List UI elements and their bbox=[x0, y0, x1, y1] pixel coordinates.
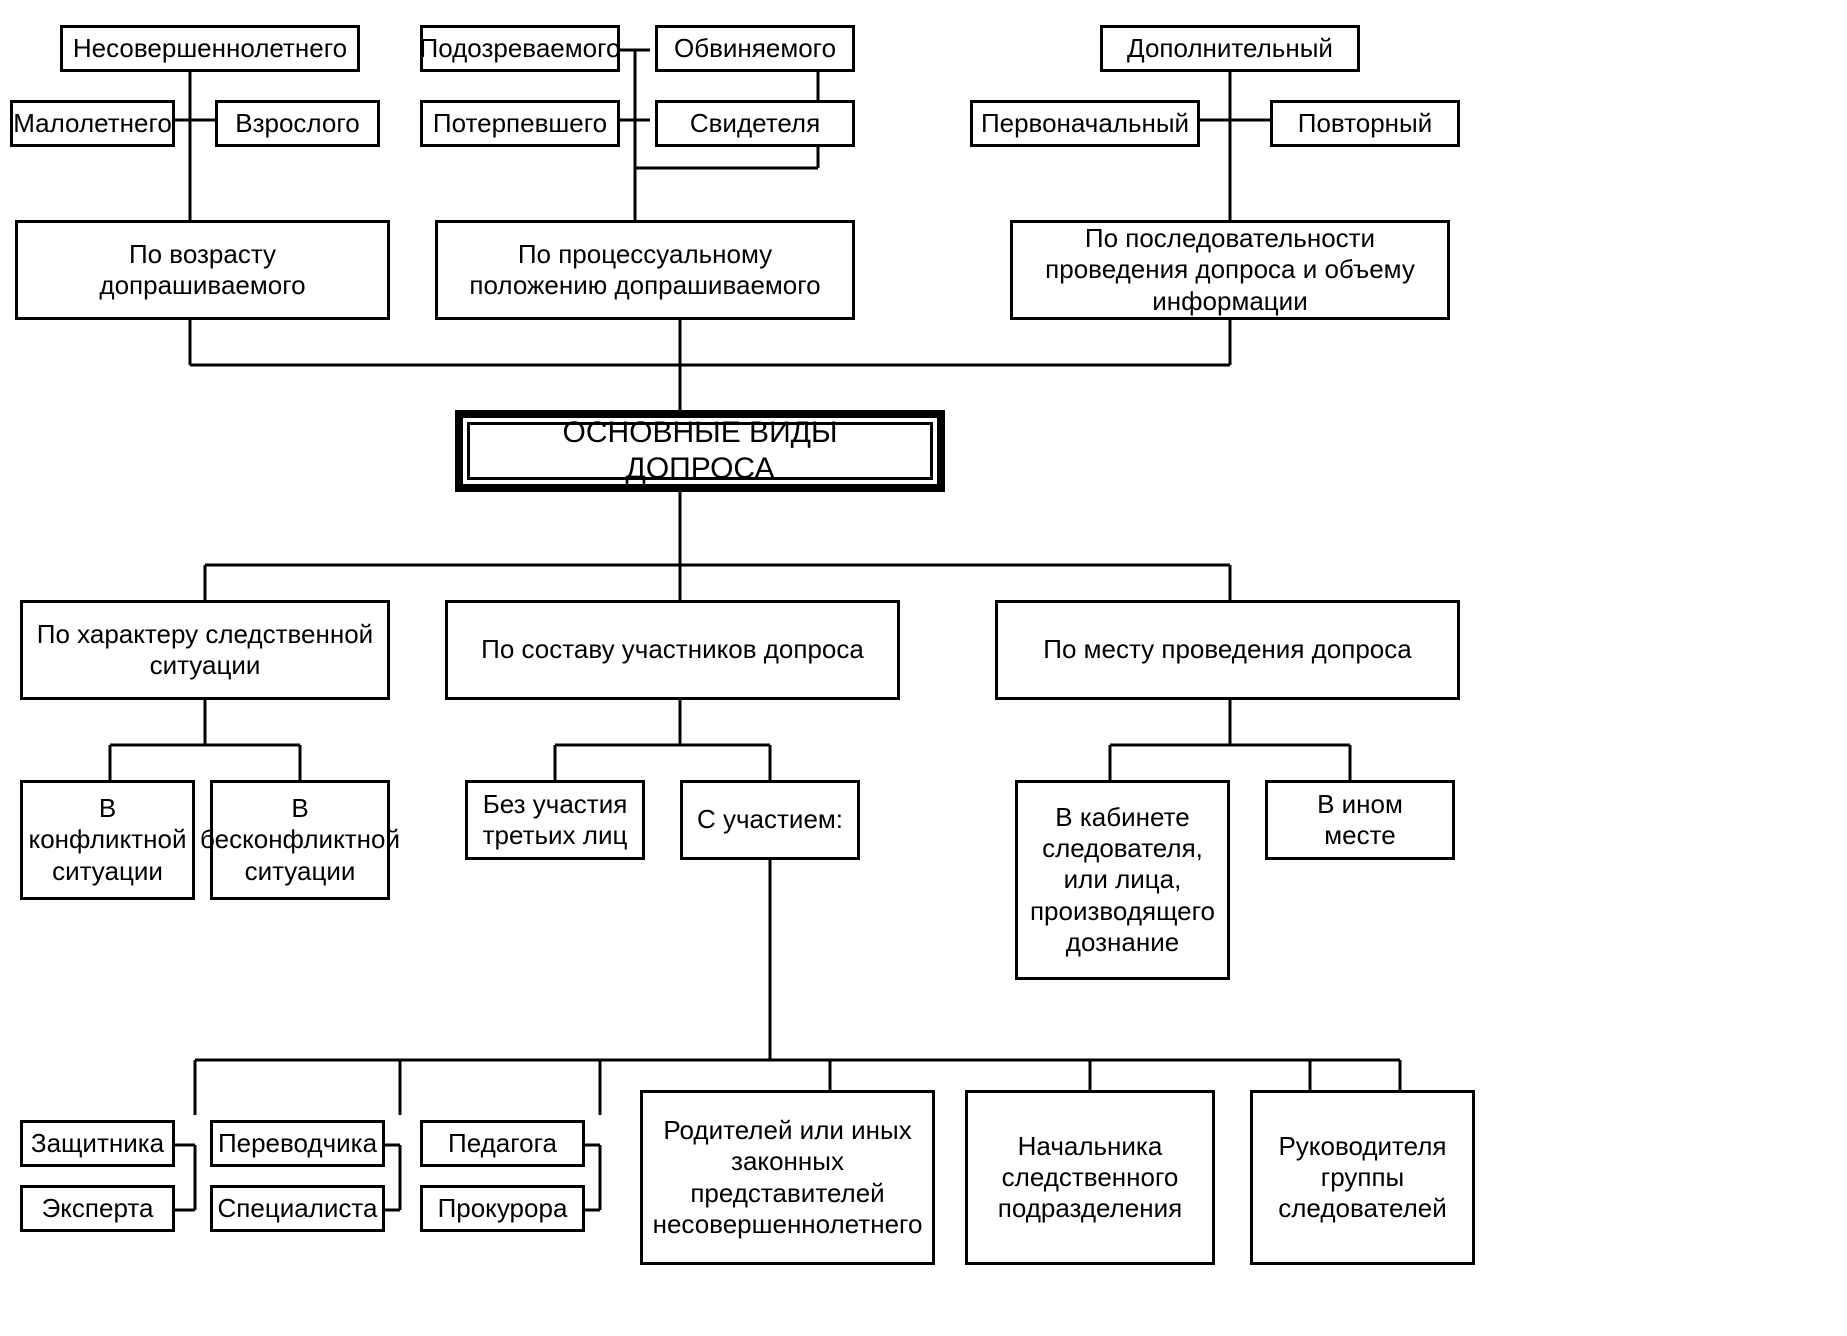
node-conflict: В конфликтной ситуации bbox=[20, 780, 195, 900]
node-initial: Первоначальный bbox=[970, 100, 1200, 147]
label: Первоначальный bbox=[981, 108, 1189, 139]
label: Подозреваемого bbox=[420, 33, 621, 64]
node-additional: Дополнительный bbox=[1100, 25, 1360, 72]
node-leader: Руководителя группы следователей bbox=[1250, 1090, 1475, 1265]
label: Свидетеля bbox=[690, 108, 820, 139]
label: В конфликтной ситуации bbox=[29, 793, 187, 887]
node-by-participants: По составу участников допроса bbox=[445, 600, 900, 700]
node-by-sequence: По последовательности проведения допроса… bbox=[1010, 220, 1450, 320]
label: Обвиняемого bbox=[674, 33, 836, 64]
node-adult: Взрослого bbox=[215, 100, 380, 147]
label: Руководителя группы следователей bbox=[1263, 1131, 1462, 1225]
label: Несовершеннолетнего bbox=[73, 33, 347, 64]
node-translator: Переводчика bbox=[210, 1120, 385, 1167]
label: Педагога bbox=[448, 1128, 557, 1159]
node-no-conflict: В бесконфликтной ситуации bbox=[210, 780, 390, 900]
diagram-canvas: Несовершеннолетнего Малолетнего Взрослог… bbox=[0, 0, 1847, 1336]
node-suspect: Подозреваемого bbox=[420, 25, 620, 72]
label: Прокурора bbox=[438, 1193, 568, 1224]
node-expert: Эксперта bbox=[20, 1185, 175, 1232]
node-other-place: В ином месте bbox=[1265, 780, 1455, 860]
label: По характеру следственной ситуации bbox=[33, 619, 377, 681]
label: Малолетнего bbox=[13, 108, 172, 139]
label: По возрасту допрашиваемого bbox=[28, 239, 377, 301]
node-victim: Потерпевшего bbox=[420, 100, 620, 147]
node-witness: Свидетеля bbox=[655, 100, 855, 147]
node-teacher: Педагога bbox=[420, 1120, 585, 1167]
label: По составу участников допроса bbox=[481, 634, 864, 665]
label: По процессуальному положению допрашиваем… bbox=[448, 239, 842, 301]
label: Родителей или иных законных представител… bbox=[653, 1115, 923, 1240]
node-repeated: Повторный bbox=[1270, 100, 1460, 147]
label: Начальника следственного подразделения bbox=[978, 1131, 1202, 1225]
node-office: В кабинете следователя, или лица, произв… bbox=[1015, 780, 1230, 980]
node-minor: Несовершеннолетнего bbox=[60, 25, 360, 72]
label: Взрослого bbox=[235, 108, 359, 139]
label: По последовательности проведения допроса… bbox=[1023, 223, 1437, 317]
node-prosecutor: Прокурора bbox=[420, 1185, 585, 1232]
node-by-situation: По характеру следственной ситуации bbox=[20, 600, 390, 700]
node-by-procedural: По процессуальному положению допрашиваем… bbox=[435, 220, 855, 320]
label: В кабинете следователя, или лица, произв… bbox=[1028, 802, 1217, 958]
label: Потерпевшего bbox=[433, 108, 607, 139]
label: По месту проведения допроса bbox=[1043, 634, 1411, 665]
node-specialist: Специалиста bbox=[210, 1185, 385, 1232]
node-parents: Родителей или иных законных представител… bbox=[640, 1090, 935, 1265]
label: Защитника bbox=[31, 1128, 164, 1159]
node-by-location: По месту проведения допроса bbox=[995, 600, 1460, 700]
label: В бесконфликтной ситуации bbox=[200, 793, 400, 887]
label: Специалиста bbox=[218, 1193, 378, 1224]
node-head: Начальника следственного подразделения bbox=[965, 1090, 1215, 1265]
label: Переводчика bbox=[218, 1128, 377, 1159]
node-child: Малолетнего bbox=[10, 100, 175, 147]
node-central: ОСНОВНЫЕ ВИДЫ ДОПРОСА bbox=[455, 410, 945, 492]
node-accused: Обвиняемого bbox=[655, 25, 855, 72]
label: В ином месте bbox=[1278, 789, 1442, 851]
node-without: Без участия третьих лиц bbox=[465, 780, 645, 860]
label: Дополнительный bbox=[1127, 33, 1333, 64]
label: Эксперта bbox=[42, 1193, 154, 1224]
label: Повторный bbox=[1298, 108, 1433, 139]
node-defender: Защитника bbox=[20, 1120, 175, 1167]
node-by-age: По возрасту допрашиваемого bbox=[15, 220, 390, 320]
label: С участием: bbox=[697, 804, 843, 835]
label: Без участия третьих лиц bbox=[478, 789, 632, 851]
label: ОСНОВНЫЕ ВИДЫ ДОПРОСА bbox=[500, 415, 900, 487]
node-with: С участием: bbox=[680, 780, 860, 860]
